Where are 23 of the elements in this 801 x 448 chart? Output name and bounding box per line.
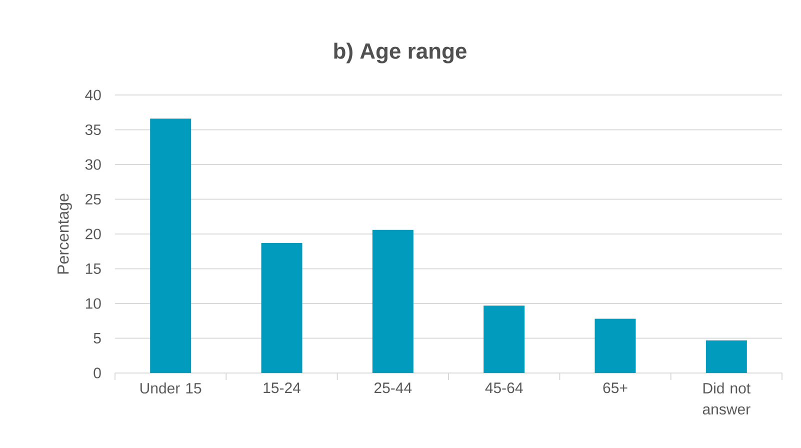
y-tick-label: 15 bbox=[86, 264, 101, 274]
bar bbox=[150, 118, 192, 373]
y-tick-label: 25 bbox=[86, 194, 101, 205]
bar bbox=[372, 230, 414, 373]
x-tick-label: 45-64 bbox=[485, 382, 523, 394]
bar bbox=[261, 243, 302, 373]
x-tick-label: 25-44 bbox=[374, 382, 412, 394]
y-tick-label: 35 bbox=[85, 124, 101, 136]
y-axis-title: Percentage bbox=[58, 194, 72, 274]
x-tick-label: 15-24 bbox=[264, 382, 300, 394]
y-tick-label: 10 bbox=[86, 298, 101, 309]
chart-title: b) Age range bbox=[334, 42, 466, 64]
x-tick-label: Under 15 bbox=[140, 382, 202, 394]
y-tick-label: 20 bbox=[86, 228, 101, 240]
y-tick-label: 40 bbox=[85, 90, 101, 100]
bar bbox=[484, 306, 525, 373]
y-tick-label: 30 bbox=[85, 159, 101, 170]
bar bbox=[706, 340, 747, 373]
y-tick-label: 5 bbox=[94, 333, 101, 344]
y-tick-label: 0 bbox=[94, 368, 101, 378]
x-tick-label: 65+ bbox=[603, 382, 628, 394]
bar bbox=[594, 318, 636, 373]
x-tick-label: Did not answer bbox=[702, 382, 750, 415]
